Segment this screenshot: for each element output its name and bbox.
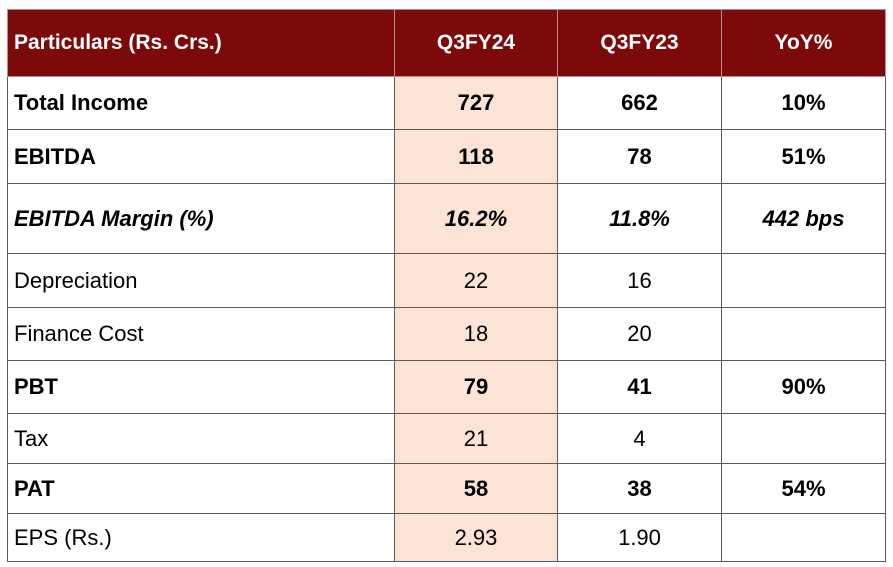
cell-q3fy23: 16 xyxy=(557,253,722,308)
row-label: Total Income xyxy=(7,76,395,130)
row-label: EBITDA Margin (%) xyxy=(7,183,395,254)
table-row: Finance Cost 18 20 xyxy=(7,307,886,361)
table-header-row: Particulars (Rs. Crs.) Q3FY24 Q3FY23 YoY… xyxy=(7,9,886,77)
table-row: EPS (Rs.) 2.93 1.90 xyxy=(7,513,886,562)
cell-q3fy23: 41 xyxy=(557,360,722,414)
cell-q3fy24: 727 xyxy=(394,76,558,130)
header-q3fy23: Q3FY23 xyxy=(557,9,722,77)
cell-yoy xyxy=(721,253,886,308)
financial-results-table: Particulars (Rs. Crs.) Q3FY24 Q3FY23 YoY… xyxy=(7,9,886,562)
row-label: PBT xyxy=(7,360,395,414)
cell-q3fy24: 2.93 xyxy=(394,513,558,562)
cell-q3fy23: 662 xyxy=(557,76,722,130)
cell-q3fy23: 38 xyxy=(557,463,722,514)
row-label: Finance Cost xyxy=(7,307,395,361)
table-row: PBT 79 41 90% xyxy=(7,360,886,414)
table-row: Tax 21 4 xyxy=(7,413,886,464)
cell-q3fy23: 11.8% xyxy=(557,183,722,254)
cell-yoy xyxy=(721,307,886,361)
cell-q3fy23: 4 xyxy=(557,413,722,464)
cell-q3fy24: 18 xyxy=(394,307,558,361)
cell-q3fy23: 1.90 xyxy=(557,513,722,562)
header-particulars: Particulars (Rs. Crs.) xyxy=(7,9,395,77)
row-label: Depreciation xyxy=(7,253,395,308)
cell-q3fy24: 58 xyxy=(394,463,558,514)
cell-q3fy24: 79 xyxy=(394,360,558,414)
table-row: PAT 58 38 54% xyxy=(7,463,886,514)
cell-q3fy24: 21 xyxy=(394,413,558,464)
cell-yoy: 442 bps xyxy=(721,183,886,254)
cell-yoy: 10% xyxy=(721,76,886,130)
cell-q3fy24: 118 xyxy=(394,129,558,184)
row-label: PAT xyxy=(7,463,395,514)
cell-yoy: 54% xyxy=(721,463,886,514)
row-label: EBITDA xyxy=(7,129,395,184)
cell-yoy: 51% xyxy=(721,129,886,184)
header-yoy: YoY% xyxy=(721,9,886,77)
cell-q3fy23: 20 xyxy=(557,307,722,361)
cell-q3fy23: 78 xyxy=(557,129,722,184)
header-q3fy24: Q3FY24 xyxy=(394,9,558,77)
cell-yoy xyxy=(721,413,886,464)
cell-q3fy24: 16.2% xyxy=(394,183,558,254)
cell-q3fy24: 22 xyxy=(394,253,558,308)
cell-yoy: 90% xyxy=(721,360,886,414)
table-row: EBITDA 118 78 51% xyxy=(7,129,886,184)
cell-yoy xyxy=(721,513,886,562)
table-row: Total Income 727 662 10% xyxy=(7,76,886,130)
row-label: EPS (Rs.) xyxy=(7,513,395,562)
table-row: EBITDA Margin (%) 16.2% 11.8% 442 bps xyxy=(7,183,886,254)
row-label: Tax xyxy=(7,413,395,464)
table-row: Depreciation 22 16 xyxy=(7,253,886,308)
